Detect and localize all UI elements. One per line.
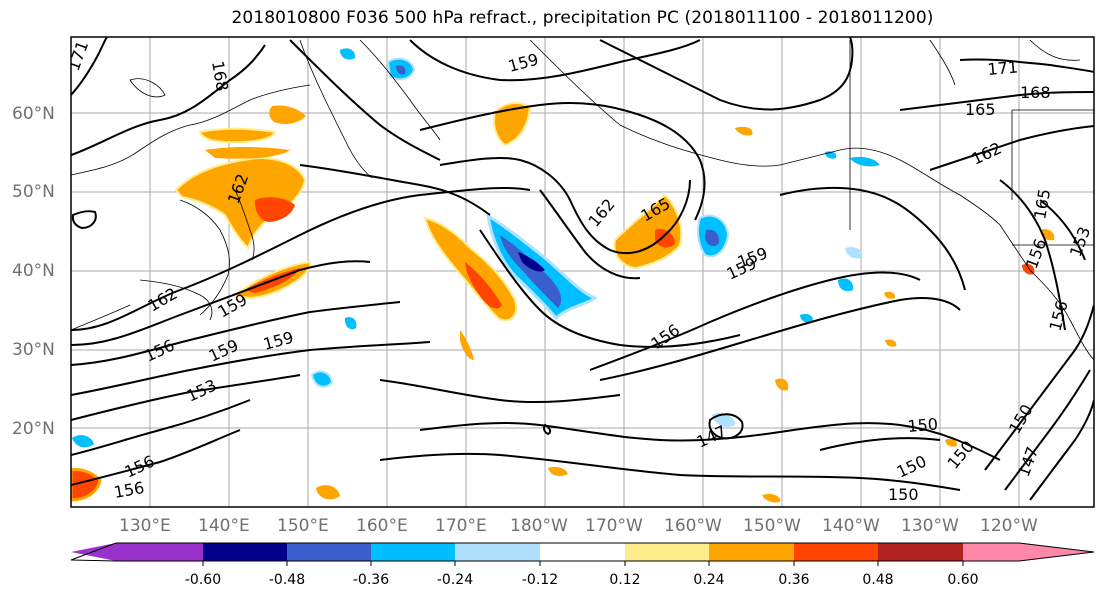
colorbar-tick-label: -0.60 [184,572,222,588]
negative-anomaly-patch [310,370,334,388]
lat-label: 20°N [12,419,55,439]
lon-label: 170°W [585,516,643,536]
positive-anomaly-patch [655,228,675,248]
colorbar-tick-label: 0.60 [947,572,979,588]
colorbar-segment [794,543,878,561]
map-area: 171 168 159 171 168 165 162 165 162 165 … [71,37,1094,507]
negative-anomaly-patch [344,317,357,330]
lon-label: 120°W [980,516,1038,536]
negative-anomaly-patch [800,313,813,323]
contour-label: 150 [888,485,919,504]
figure-title: 2018010800 F036 500 hPa refract., precip… [231,8,934,28]
lon-label: 170°E [435,516,487,536]
negative-anomaly-patch [500,235,562,308]
positive-anomaly-patch [71,468,102,502]
positive-anomaly-patch [269,105,306,124]
colorbar-tick-label: 0.36 [778,572,810,588]
colorbar-segment [540,543,625,561]
map-frame [70,36,1095,508]
colorbar-segment [287,543,371,561]
positive-anomaly-patch [735,126,753,136]
lat-label: 30°N [12,340,55,360]
colorbar-tick-label: 0.48 [862,572,894,588]
positive-anomaly-patch [205,147,290,159]
contour-label: 171 [987,57,1019,79]
colorbar-tick-label: 0.12 [609,572,641,588]
positive-anomaly-patch [884,291,896,299]
lon-label: 130°E [119,516,171,536]
colorbar-outline [70,542,1095,562]
negative-anomaly-patch [850,156,880,167]
lon-label: 160°W [664,516,722,536]
negative-anomaly-patch [705,229,720,247]
colorbar-segment [963,543,1019,561]
coastlines [71,39,1094,361]
positive-anomaly-patch [548,466,568,476]
contour-label: 150 [907,414,939,436]
positive-anomaly-patch [460,330,474,360]
colorbar-segment [203,543,287,561]
lon-label: 180°W [510,516,568,536]
contour-label: 168 [1020,83,1051,102]
colorbar-tick-label: -0.36 [352,572,390,588]
lon-label: 140°E [198,516,250,536]
positive-anomaly-patch [1022,264,1035,275]
positive-anomaly-patch [198,127,277,144]
colorbar-tick-label: -0.48 [268,572,306,588]
colorbar-segment [116,543,203,561]
lat-label: 60°N [12,104,55,124]
colorbar-segment [709,543,794,561]
negative-anomaly-patch [72,435,94,448]
colorbar-tick-label: 0.24 [693,572,725,588]
lon-label: 160°E [356,516,408,536]
positive-anomaly-patch [762,493,781,503]
colorbar-segment [371,543,455,561]
positive-anomaly-patch [465,262,502,309]
positive-anomaly-patch [316,485,340,500]
positive-anomaly-patch [945,438,958,447]
lon-label: 130°W [901,516,959,536]
colorbar [70,542,1095,566]
positive-anomaly-patch [613,193,683,270]
colorbar-segment [455,543,540,561]
lat-label: 40°N [12,261,55,281]
lon-label: 140°W [822,516,880,536]
lat-label: 50°N [12,182,55,202]
positive-anomaly-patch [775,378,789,391]
lon-label: 150°W [743,516,801,536]
colorbar-tick-label: -0.12 [521,572,559,588]
colorbar-segments [71,543,1094,561]
lon-label: 150°E [277,516,329,536]
contour-label: 165 [965,100,996,119]
positive-anomaly-patch [254,197,295,222]
negative-anomaly-patch [845,247,863,259]
negative-anomaly-patch [340,48,356,60]
colorbar-segment [878,543,963,561]
negative-anomaly-patch [396,65,406,75]
colorbar-segment [625,543,709,561]
positive-anomaly-patch [493,102,532,147]
height-contours [71,37,1094,501]
negative-anomaly-patch [838,278,854,292]
negative-anomaly-patch [518,252,545,272]
colorbar-extend-max [1019,543,1094,561]
colorbar-tick-label: -0.24 [436,572,474,588]
positive-anomaly-patch [885,339,897,347]
colorbar-ticks [202,561,964,566]
